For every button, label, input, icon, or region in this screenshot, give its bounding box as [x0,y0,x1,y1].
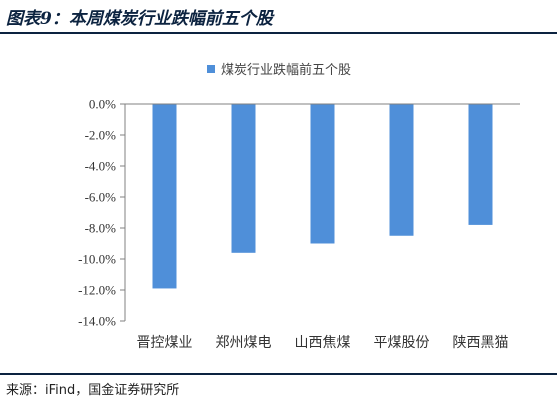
legend-label: 煤炭行业跌幅前五个股 [221,62,351,78]
legend-swatch [207,65,215,73]
x-category-label: 陕西黑猫 [453,335,509,351]
y-tick-label: -6.0% [85,190,117,205]
bars-group [152,104,493,289]
y-tick-label: -8.0% [85,221,117,236]
y-tick-label: -10.0% [78,252,116,267]
source-note: 来源：iFind，国金证券研究所 [6,383,180,398]
bar [152,104,177,289]
bar [310,104,335,244]
y-tick-label: -2.0% [85,128,117,143]
bar-chart: 煤炭行业跌幅前五个股 0.0% -2.0% -4.0% -6.0% -8.0% -10.0… [78,62,520,351]
y-tick-label: -4.0% [85,159,117,174]
chart-legend: 煤炭行业跌幅前五个股 [207,62,351,78]
x-category-label: 晋控煤业 [137,335,193,351]
x-axis-labels: 晋控煤业 郑州煤电 山西焦煤 平煤股份 陕西黑猫 [137,335,509,351]
title-rule [0,32,557,34]
y-tick-label: -12.0% [78,283,116,298]
y-tick-label: -14.0% [78,314,116,329]
bar [468,104,493,225]
x-category-label: 山西焦煤 [295,335,351,351]
y-tick-label: 0.0% [89,97,116,112]
y-axis: 0.0% -2.0% -4.0% -6.0% -8.0% -10.0% -12.0% -14.… [78,97,126,329]
source-rule [0,373,557,375]
figure-title: 图表9：本周煤炭行业跌幅前五个股 [6,9,273,29]
bar [231,104,256,253]
x-category-label: 郑州煤电 [216,335,272,351]
bar [389,104,414,236]
x-category-label: 平煤股份 [374,335,430,351]
